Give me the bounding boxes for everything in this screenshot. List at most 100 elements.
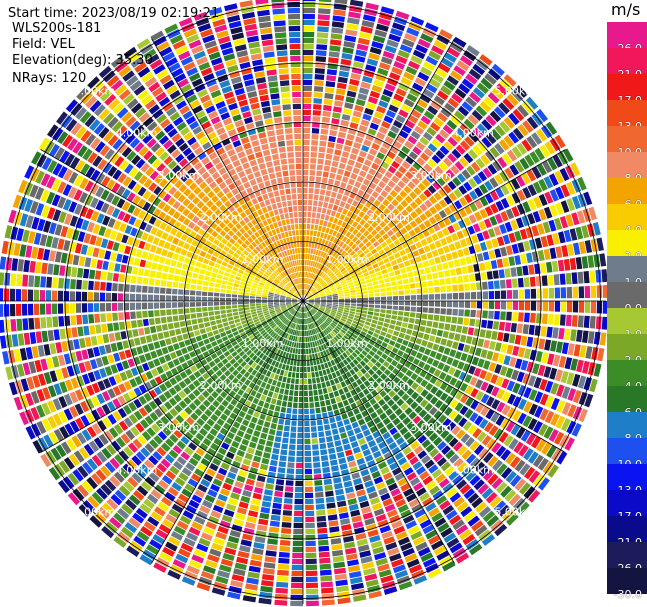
- velocity-gate: [130, 311, 136, 320]
- velocity-gate: [378, 100, 389, 109]
- velocity-gate: [304, 420, 310, 427]
- velocity-gate: [331, 160, 339, 168]
- velocity-gate: [283, 395, 288, 401]
- velocity-gate: [165, 370, 174, 379]
- velocity-gate: [184, 289, 190, 295]
- velocity-gate: [364, 454, 374, 462]
- velocity-gate: [364, 275, 371, 280]
- velocity-gate: [325, 190, 332, 197]
- velocity-gate: [329, 256, 334, 262]
- velocity-gate: [120, 433, 131, 444]
- velocity-gate: [398, 262, 405, 269]
- velocity-gate: [451, 251, 459, 259]
- velocity-gate: [205, 253, 212, 260]
- velocity-gate: [352, 167, 360, 175]
- velocity-gate: [369, 90, 381, 99]
- velocity-gate: [400, 509, 412, 519]
- velocity-gate: [290, 322, 294, 328]
- velocity-gate: [314, 401, 320, 408]
- velocity-gate: [274, 405, 281, 412]
- velocity-gate: [415, 352, 423, 360]
- velocity-gate: [111, 293, 118, 301]
- velocity-gate: [423, 245, 431, 253]
- velocity-gate: [259, 280, 266, 284]
- velocity-gate: [256, 379, 263, 386]
- velocity-gate: [40, 173, 51, 187]
- velocity-gate: [313, 268, 317, 274]
- velocity-gate: [219, 301, 226, 306]
- velocity-gate: [345, 263, 351, 269]
- velocity-gate: [304, 468, 313, 475]
- velocity-gate: [165, 302, 172, 309]
- velocity-gate: [388, 242, 396, 250]
- velocity-gate: [137, 268, 145, 276]
- velocity-gate: [375, 436, 384, 444]
- velocity-gate: [412, 358, 420, 366]
- velocity-gate: [528, 324, 535, 336]
- velocity-gate: [410, 16, 425, 26]
- velocity-gate: [374, 552, 387, 561]
- velocity-gate: [207, 248, 215, 255]
- velocity-gate: [248, 441, 257, 449]
- velocity-gate: [430, 540, 444, 551]
- velocity-gate: [305, 492, 314, 499]
- velocity-gate: [303, 342, 306, 349]
- velocity-gate: [384, 503, 396, 513]
- velocity-gate: [268, 358, 273, 365]
- velocity-gate: [342, 366, 349, 373]
- velocity-gate: [106, 444, 117, 456]
- velocity-gate: [155, 325, 163, 332]
- velocity-gate: [428, 464, 439, 474]
- velocity-gate: [292, 296, 298, 299]
- velocity-gate: [250, 309, 256, 313]
- velocity-gate: [101, 390, 111, 402]
- velocity-gate: [397, 49, 410, 59]
- velocity-gate: [355, 239, 362, 246]
- velocity-gate: [460, 394, 469, 404]
- velocity-gate: [552, 354, 561, 367]
- velocity-gate: [571, 423, 582, 437]
- velocity-gate: [377, 260, 385, 266]
- velocity-gate: [188, 245, 196, 253]
- velocity-gate: [398, 295, 405, 300]
- velocity-gate: [68, 201, 78, 213]
- velocity-gate: [359, 219, 366, 226]
- velocity-gate: [75, 303, 82, 313]
- velocity-gate: [354, 386, 362, 394]
- velocity-gate: [397, 316, 403, 321]
- velocity-gate: [428, 507, 440, 518]
- velocity-gate: [292, 540, 303, 547]
- velocity-gate: [433, 117, 445, 127]
- velocity-gate: [401, 175, 410, 184]
- velocity-gate: [420, 238, 428, 247]
- velocity-gate: [37, 345, 45, 357]
- velocity-gate: [490, 412, 500, 423]
- velocity-gate: [306, 278, 309, 284]
- velocity-gate: [306, 266, 309, 272]
- velocity-gate: [82, 373, 91, 385]
- velocity-gate: [190, 284, 197, 290]
- velocity-gate: [359, 500, 370, 509]
- velocity-gate: [174, 268, 181, 275]
- velocity-gate: [354, 315, 361, 319]
- velocity-gate: [224, 339, 231, 346]
- velocity-gate: [252, 339, 259, 345]
- velocity-gate: [277, 313, 283, 317]
- velocity-gate: [51, 237, 59, 249]
- velocity-gate: [569, 228, 578, 241]
- velocity-gate: [348, 284, 355, 289]
- velocity-gate: [223, 350, 231, 357]
- velocity-gate: [457, 105, 470, 117]
- velocity-gate: [539, 393, 549, 406]
- velocity-gate: [313, 104, 322, 110]
- velocity-gate: [320, 272, 325, 278]
- velocity-gate: [375, 513, 387, 522]
- velocity-gate: [231, 305, 238, 309]
- velocity-gate: [74, 243, 83, 254]
- velocity-gate: [468, 68, 482, 80]
- velocity-gate: [311, 289, 317, 294]
- velocity-gate: [578, 408, 588, 423]
- velocity-gate: [304, 318, 306, 325]
- velocity-gate: [442, 482, 454, 493]
- velocity-gate: [298, 402, 303, 409]
